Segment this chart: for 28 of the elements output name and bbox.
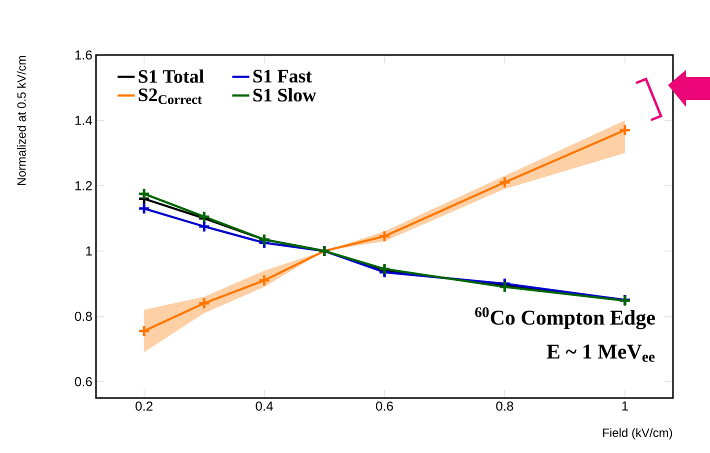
y-tick-label: 1.2	[75, 181, 92, 190]
x-tick-label: 0.4	[256, 402, 273, 411]
point	[618, 124, 632, 136]
point	[138, 202, 150, 215]
y-tick-label: 1.6	[75, 50, 92, 60]
point	[198, 297, 210, 310]
x-tick-label: 1	[622, 402, 628, 410]
y-tick-label: 1	[86, 246, 92, 256]
y-tick-label: 0.6	[74, 377, 92, 386]
point	[258, 274, 271, 287]
x-axis-title: Field (kV/cm)	[603, 428, 672, 440]
point	[138, 324, 150, 338]
point	[138, 188, 150, 200]
legend-label: S1 Total	[138, 69, 204, 83]
point	[498, 176, 511, 189]
y-tick-label: 1.4	[75, 116, 92, 125]
annotation: E ~ 1 MeV$_{ee}$	[546, 344, 655, 362]
annotation: $^{60}$Co Compton Edge	[475, 307, 655, 330]
legend-label: S2$_{Correct}$	[138, 88, 202, 104]
legend-label: S1 Slow	[253, 88, 316, 102]
x-tick-label: 0.6	[376, 402, 393, 411]
point	[198, 220, 210, 233]
x-tick-label: 0.8	[496, 402, 514, 411]
legend-label: S1 Fast	[253, 70, 312, 83]
y-axis-title: Normalized at 0.5 kV/cm	[16, 56, 26, 185]
point	[378, 230, 391, 243]
x-tick-label: 0.2	[136, 402, 152, 411]
y-tick-label: 0.8	[74, 312, 92, 321]
